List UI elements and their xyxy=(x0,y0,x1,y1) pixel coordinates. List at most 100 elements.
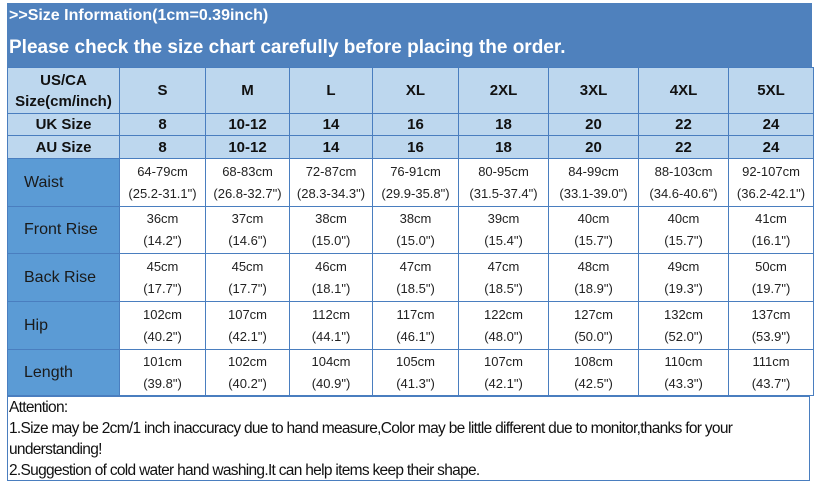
cm-value: 102cm xyxy=(227,353,268,369)
attention-note: 2.Suggestion of cold water hand washing.… xyxy=(9,462,480,479)
inch-value: (46.1") xyxy=(396,328,435,344)
cm-value: 88-103cm xyxy=(654,163,713,179)
measurement-cell: 38cm (15.0") xyxy=(372,206,459,254)
inch-value: (33.1-39.0") xyxy=(559,185,628,201)
cm-value: 137cm xyxy=(751,306,791,322)
au-size-value: 8 xyxy=(119,135,206,159)
inch-value: (43.7") xyxy=(751,375,791,391)
measurement-row: Hip 102cm (40.2") 107cm (42.1") 112cm (44.1") 1… xyxy=(7,301,814,350)
measurement-cell: 108cm (42.5") xyxy=(548,349,639,396)
size-header: XL xyxy=(372,67,459,114)
cm-value: 105cm xyxy=(395,353,436,369)
inch-value: (31.5-37.4") xyxy=(469,185,538,201)
inch-value: (19.3") xyxy=(664,280,703,296)
inch-value: (52.0") xyxy=(664,328,703,344)
size-header: L xyxy=(289,67,373,114)
measurement-label: Back Rise xyxy=(7,253,120,302)
au-size-value: 20 xyxy=(548,135,639,159)
inch-value: (14.6") xyxy=(228,233,267,248)
measurement-cell: 104cm (40.9") xyxy=(289,349,373,396)
measurement-cell: 49cm (19.3") xyxy=(638,253,729,302)
measurement-cell: 88-103cm (34.6-40.6") xyxy=(638,158,729,207)
inch-value: (15.0") xyxy=(396,233,435,248)
corner-label-line: Size(cm/inch) xyxy=(15,92,112,110)
measurement-cell: 92-107cm (36.2-42.1") xyxy=(728,158,814,207)
au-size-value: 16 xyxy=(372,135,459,159)
size-header: 2XL xyxy=(458,67,549,114)
size-header: S xyxy=(119,67,206,114)
inch-value: (15.7") xyxy=(574,233,613,248)
measurement-row: Length 101cm (39.8") 102cm (40.2") 104cm (40.9… xyxy=(7,349,814,396)
cm-value: 127cm xyxy=(573,306,614,322)
inch-value: (40.2") xyxy=(228,375,267,391)
cm-value: 80-95cm xyxy=(478,163,529,179)
size-header: 4XL xyxy=(638,67,729,114)
cm-value: 50cm xyxy=(755,258,787,274)
cm-value: 47cm xyxy=(399,258,432,274)
measurement-cell: 64-79cm (25.2-31.1") xyxy=(119,158,206,207)
measurement-label: Length xyxy=(7,349,120,396)
inch-value: (18.5") xyxy=(396,280,435,296)
uk-size-label: UK Size xyxy=(7,113,120,136)
size-header: 5XL xyxy=(728,67,814,114)
measurement-cell: 102cm (40.2") xyxy=(205,349,290,396)
measurement-cell: 46cm (18.1") xyxy=(289,253,373,302)
cm-value: 39cm xyxy=(487,211,520,226)
cm-value: 92-107cm xyxy=(742,163,800,179)
cm-value: 132cm xyxy=(663,306,704,322)
measurement-cell: 137cm (53.9") xyxy=(728,301,814,350)
measurement-cell: 102cm (40.2") xyxy=(119,301,206,350)
cm-value: 110cm xyxy=(664,353,703,369)
inch-value: (14.2") xyxy=(143,233,182,248)
cm-value: 72-87cm xyxy=(305,163,357,179)
cm-value: 107cm xyxy=(227,306,268,322)
inch-value: (53.9") xyxy=(751,328,791,344)
cm-value: 40cm xyxy=(667,211,700,226)
measurement-cell: 80-95cm (31.5-37.4") xyxy=(458,158,549,207)
measurement-label: Front Rise xyxy=(7,206,120,254)
measurement-cell: 110cm (43.3") xyxy=(638,349,729,396)
inch-value: (18.5") xyxy=(484,280,523,296)
uk-size-value: 8 xyxy=(119,113,206,136)
measurement-cell: 105cm (41.3") xyxy=(372,349,459,396)
measurement-cell: 38cm (15.0") xyxy=(289,206,373,254)
measurement-cell: 107cm (42.1") xyxy=(458,349,549,396)
measurement-cell: 50cm (19.7") xyxy=(728,253,814,302)
inch-value: (43.3") xyxy=(664,375,703,391)
measurement-cell: 45cm (17.7") xyxy=(205,253,290,302)
measurement-label: Hip xyxy=(7,301,120,350)
size-info-header: >>Size Information(1cm=0.39inch) Please … xyxy=(7,3,812,67)
cm-value: 102cm xyxy=(142,306,183,322)
measurement-label: Waist xyxy=(7,158,120,207)
au-size-value: 18 xyxy=(458,135,549,159)
size-header: 3XL xyxy=(548,67,639,114)
cm-value: 117cm xyxy=(396,306,435,322)
au-size-value: 14 xyxy=(289,135,373,159)
measurement-cell: 68-83cm (26.8-32.7") xyxy=(205,158,290,207)
inch-value: (36.2-42.1") xyxy=(736,185,806,201)
measurement-cell: 47cm (18.5") xyxy=(458,253,549,302)
cm-value: 45cm xyxy=(231,258,264,274)
inch-value: (42.5") xyxy=(574,375,613,391)
measurement-cell: 36cm (14.2") xyxy=(119,206,206,254)
inch-value: (44.1") xyxy=(311,328,351,344)
size-header-row: US/CA Size(cm/inch) S M L XL 2XL 3XL 4XL 5XL xyxy=(7,67,814,114)
corner-label: US/CA Size(cm/inch) xyxy=(7,67,120,114)
cm-value: 45cm xyxy=(146,258,179,274)
cm-value: 49cm xyxy=(667,258,700,274)
cm-value: 112cm xyxy=(311,306,351,322)
cm-value: 107cm xyxy=(483,353,524,369)
measurement-cell: 127cm (50.0") xyxy=(548,301,639,350)
attention-note: 1.Size may be 2cm/1 inch inaccuracy due … xyxy=(9,420,733,458)
measurement-cell: 76-91cm (29.9-35.8") xyxy=(372,158,459,207)
cm-value: 64-79cm xyxy=(137,163,188,179)
cm-value: 84-99cm xyxy=(568,163,619,179)
uk-size-value: 24 xyxy=(728,113,814,136)
measurement-row: Waist 64-79cm (25.2-31.1") 68-83cm (26.8-32.… xyxy=(7,158,814,207)
inch-value: (28.3-34.3") xyxy=(296,185,366,201)
au-size-value: 24 xyxy=(728,135,814,159)
measurement-cell: 48cm (18.9") xyxy=(548,253,639,302)
measurement-cell: 37cm (14.6") xyxy=(205,206,290,254)
cm-value: 111cm xyxy=(752,353,790,369)
au-size-value: 22 xyxy=(638,135,729,159)
